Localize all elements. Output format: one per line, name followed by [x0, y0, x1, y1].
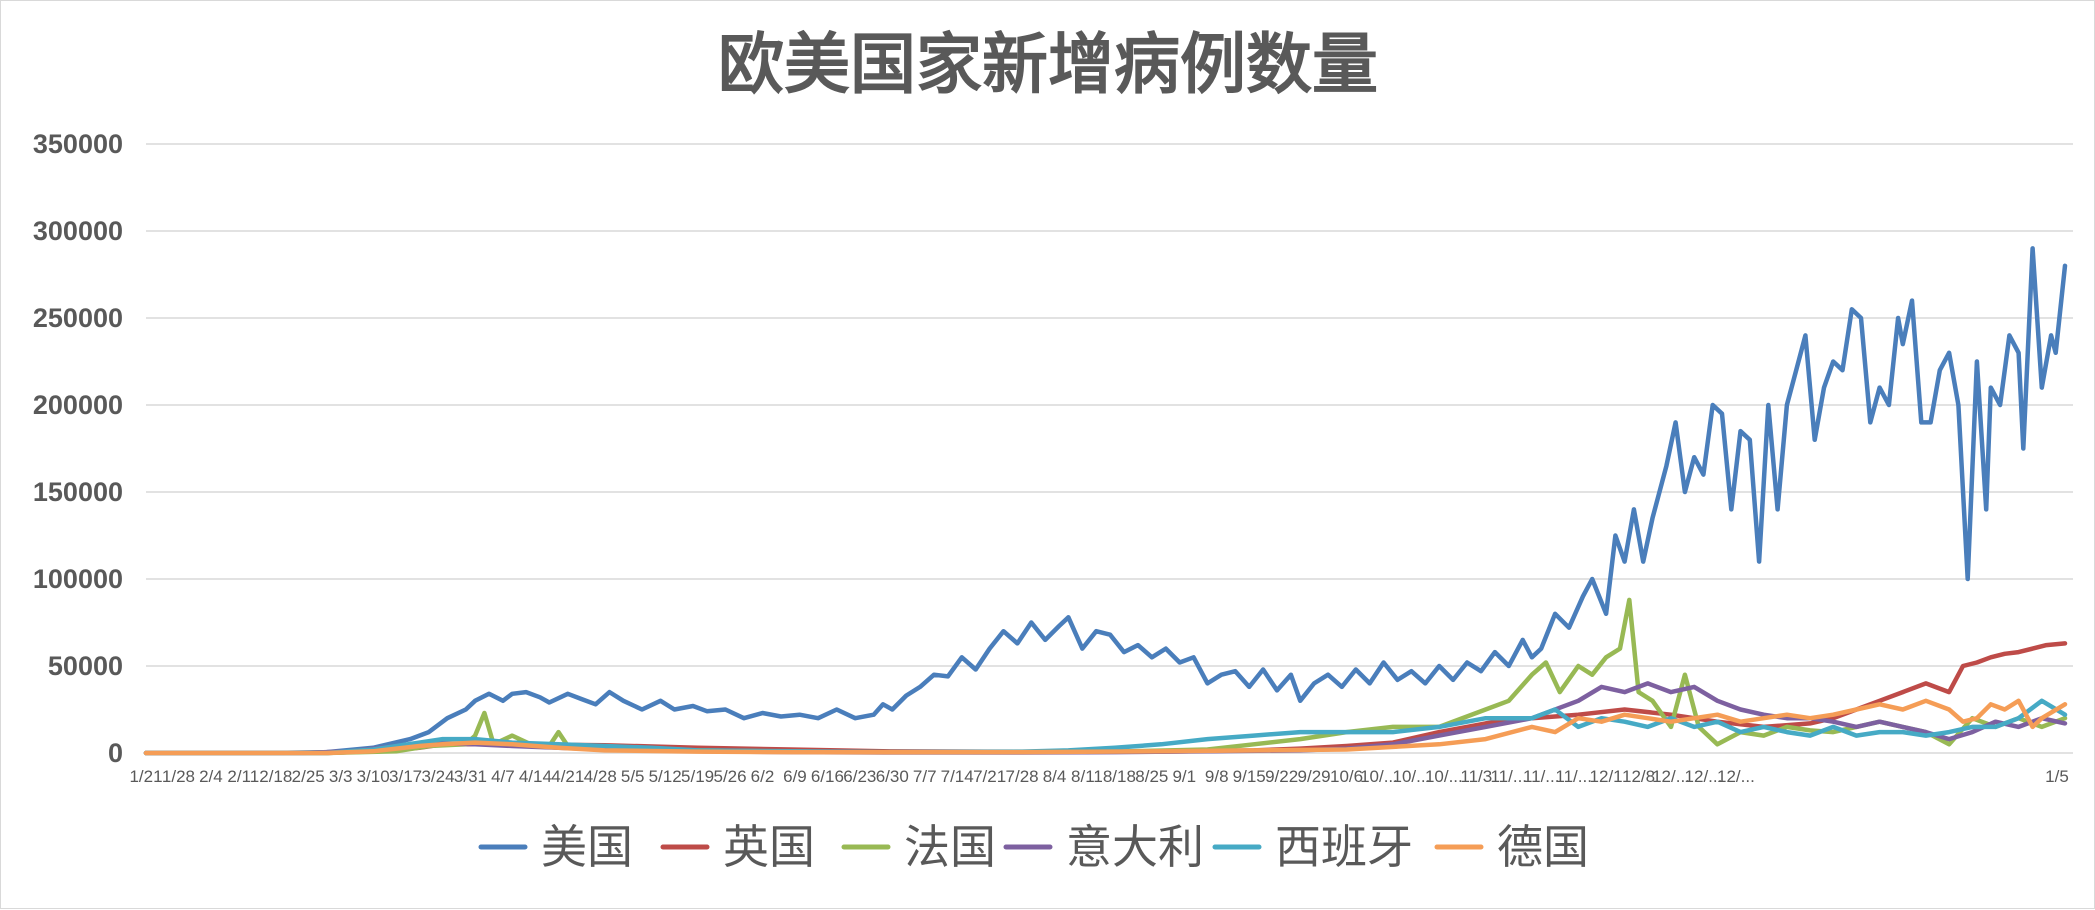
x-tick-label: 10/6: [1330, 767, 1363, 786]
x-tick-label: 3/3: [329, 767, 353, 786]
x-tick-label: 8/11: [1071, 767, 1103, 786]
x-tick-label: 7/21: [973, 767, 1006, 786]
x-tick-label: 3/24: [421, 767, 454, 786]
x-tick-label: 6/9: [783, 767, 807, 786]
x-tick-label: 3/17: [389, 767, 422, 786]
series-line-0: [143, 246, 2068, 756]
y-tick-label: 200000: [33, 390, 123, 420]
x-tick-label: 9/1: [1172, 767, 1196, 786]
x-tick-label: 5/5: [621, 767, 645, 786]
x-tick-label: 1/28: [162, 767, 195, 786]
x-tick-label: 11/...: [1523, 767, 1560, 786]
x-tick-label: 6/16: [811, 767, 844, 786]
x-tick-label: 12/...: [1685, 767, 1723, 786]
x-tick-label: 6/23: [843, 767, 876, 786]
x-tick-label: 4/28: [584, 767, 617, 786]
x-tick-label: 12/...: [1652, 767, 1690, 786]
y-tick-label: 250000: [33, 303, 123, 333]
legend-label: 法国: [904, 820, 996, 874]
x-tick-label: 4/7: [491, 767, 515, 786]
x-tick-label: 7/28: [1006, 767, 1039, 786]
x-tick-label: 2/11: [227, 767, 259, 786]
series-layer: [143, 246, 2068, 756]
x-tick-label: 3/10: [357, 767, 390, 786]
x-tick-label: 3/31: [454, 767, 487, 786]
x-tick-label: 4/14: [519, 767, 552, 786]
x-tick-label: 11/...: [1490, 767, 1527, 786]
x-tick-label: 11/3: [1460, 767, 1492, 786]
x-tick-label: 10/...: [1425, 767, 1463, 786]
x-tick-label: 12/...: [1717, 767, 1755, 786]
x-tick-label: 9/22: [1265, 767, 1298, 786]
y-axis-ticks: 0 50000 100000 150000 200000 250000 300000 3500…: [33, 129, 123, 768]
x-tick-label: 6/30: [876, 767, 909, 786]
x-tick-label: 10/...: [1360, 767, 1398, 786]
y-tick-label: 150000: [33, 477, 123, 507]
x-tick-label: 1/21: [129, 767, 162, 786]
x-tick-label: 2/18: [259, 767, 292, 786]
x-axis-ticks: 1/21 1/28 2/4 2/11 2/18 2/25 3/3 3/10 3/17 3/24 3/…: [129, 767, 2068, 786]
x-tick-label: 7/14: [941, 767, 974, 786]
x-tick-label: 4/21: [551, 767, 584, 786]
x-tick-label: 5/12: [649, 767, 682, 786]
legend-label: 德国: [1497, 820, 1589, 874]
x-tick-label: 12/8: [1622, 767, 1655, 786]
x-tick-label: 5/26: [713, 767, 746, 786]
legend-label: 英国: [723, 820, 815, 874]
y-tick-label: 0: [108, 738, 123, 768]
x-tick-label: 2/4: [199, 767, 223, 786]
x-tick-label: 9/29: [1298, 767, 1331, 786]
legend-label: 西班牙: [1275, 820, 1413, 874]
x-tick-label: 8/25: [1135, 767, 1168, 786]
x-tick-label: 1/5: [2045, 767, 2069, 786]
x-tick-label: 5/19: [681, 767, 714, 786]
legend-label: 意大利: [1066, 820, 1204, 874]
x-tick-label: 11/...: [1555, 767, 1592, 786]
legend: 美国 英国 法国 意大利 西班牙 德国: [478, 820, 1589, 874]
y-tick-label: 300000: [33, 216, 123, 246]
x-tick-label: 8/4: [1043, 767, 1067, 786]
series-line-5: [143, 698, 2068, 756]
x-tick-label: 7/7: [913, 767, 937, 786]
y-tick-label: 350000: [33, 129, 123, 159]
series-line-4: [143, 698, 2068, 756]
x-tick-label: 6/2: [751, 767, 775, 786]
chart-title: 欧美国家新增病例数量: [718, 26, 1378, 103]
x-tick-label: 10/...: [1393, 767, 1431, 786]
legend-label: 美国: [541, 820, 633, 874]
x-tick-label: 12/1: [1590, 767, 1623, 786]
x-tick-label: 8/18: [1103, 767, 1136, 786]
grid-layer: [146, 143, 2073, 754]
x-tick-label: 9/8: [1205, 767, 1229, 786]
series-line-1: [143, 641, 2068, 756]
x-tick-label: 9/15: [1233, 767, 1266, 786]
y-tick-label: 50000: [48, 651, 123, 681]
x-tick-label: 2/25: [292, 767, 325, 786]
y-tick-label: 100000: [33, 564, 123, 594]
